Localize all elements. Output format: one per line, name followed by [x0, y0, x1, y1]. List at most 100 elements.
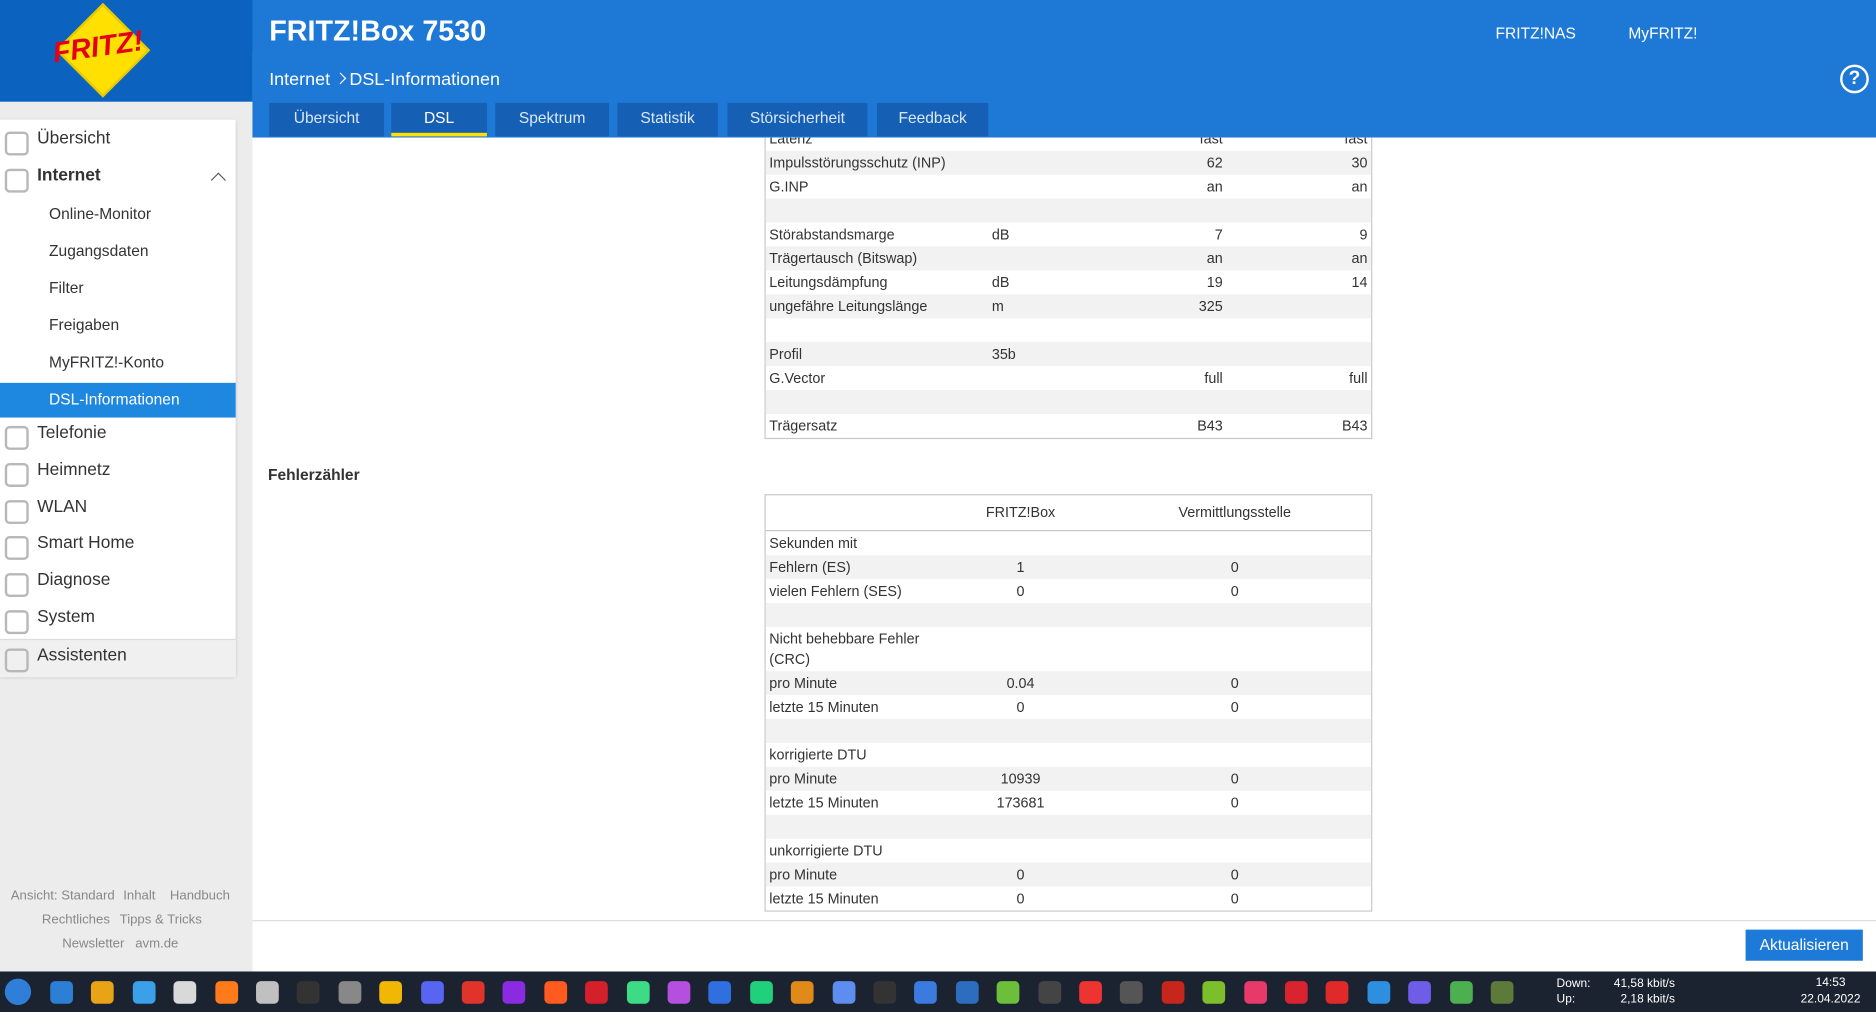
tab[interactable]: Übersicht: [269, 102, 385, 137]
cell-down: B43: [1197, 417, 1223, 435]
menu-item[interactable]: Heimnetz: [37, 460, 111, 480]
footer-link[interactable]: Tipps & Tricks: [119, 912, 202, 928]
taskbar-icon[interactable]: [1449, 981, 1473, 1004]
taskbar-icon[interactable]: [996, 981, 1020, 1004]
menu-item[interactable]: Diagnose: [37, 570, 111, 591]
tab[interactable]: DSL: [391, 102, 487, 137]
group-heading: korrigierte DTU: [769, 746, 867, 764]
menu-item[interactable]: Übersicht: [37, 129, 111, 149]
net-label: Up:: [1556, 993, 1576, 1007]
taskbar-icon[interactable]: [1079, 981, 1102, 1004]
taskbar-icon[interactable]: [544, 981, 567, 1004]
taskbar-icon[interactable]: [461, 981, 485, 1004]
footer-link[interactable]: Handbuch: [169, 888, 230, 904]
cell-label: ungefähre Leitungslänge: [769, 297, 928, 315]
submenu-item[interactable]: DSL-Informationen: [49, 390, 180, 408]
taskbar-icon[interactable]: [1326, 981, 1349, 1004]
taskbar-icon[interactable]: [1120, 981, 1144, 1004]
spacer-row: [765, 719, 1372, 743]
menu-item[interactable]: WLAN: [37, 497, 88, 517]
taskbar-icon[interactable]: [420, 981, 444, 1004]
tab[interactable]: Spektrum: [495, 102, 609, 137]
menu-icon: [4, 648, 29, 673]
taskbar-icon[interactable]: [1202, 981, 1226, 1004]
table-row: vielen Fehlern (SES) 0 0: [766, 579, 1371, 603]
taskbar-icon[interactable]: [1408, 981, 1432, 1004]
menu-item[interactable]: Internet: [37, 166, 101, 186]
table-row: Latenz fast fast: [766, 138, 1371, 151]
submenu-item[interactable]: Filter: [49, 278, 84, 297]
taskbar-icon[interactable]: [1490, 981, 1514, 1004]
footer-link[interactable]: Rechtliches: [41, 912, 110, 928]
header-link[interactable]: FRITZ!NAS: [1495, 23, 1576, 42]
taskbar-icon[interactable]: [626, 981, 650, 1004]
menu-item[interactable]: System: [37, 607, 95, 627]
footer-link[interactable]: Newsletter: [62, 936, 125, 952]
menu-item[interactable]: Assistenten: [37, 646, 127, 666]
taskbar-icon[interactable]: [1161, 981, 1185, 1004]
taskbar-icon[interactable]: [256, 981, 279, 1004]
taskbar-icon[interactable]: [50, 981, 73, 1004]
cell-vst: 0: [1230, 698, 1239, 716]
taskbar-icon[interactable]: [1243, 981, 1267, 1004]
table: FRITZ!Box Vermittlungsstelle Sekunden mit F…: [764, 494, 1373, 912]
cell-fritzbox: 10939: [1000, 770, 1041, 788]
cell-label: Leitungsdämpfung: [769, 273, 888, 291]
tab[interactable]: Feedback: [876, 102, 989, 137]
taskbar-icon[interactable]: [338, 981, 362, 1004]
cell-vst: 0: [1230, 770, 1239, 788]
taskbar-icon[interactable]: [297, 981, 320, 1004]
taskbar-icon[interactable]: [914, 981, 938, 1004]
tab[interactable]: Störsicherheit: [727, 102, 868, 137]
footer-link[interactable]: Ansicht: Standard: [10, 888, 115, 904]
taskbar-icon[interactable]: [791, 981, 814, 1004]
breadcrumb[interactable]: Internet: [269, 69, 331, 90]
taskbar-icon[interactable]: [132, 981, 156, 1004]
table-row: letzte 15 Minuten 173681 0: [766, 791, 1371, 815]
taskbar-icon[interactable]: [1367, 981, 1391, 1004]
cell-label: Impulsstörungsschutz (INP): [769, 154, 946, 172]
submenu-item[interactable]: Online-Monitor: [49, 204, 152, 223]
tab[interactable]: Statistik: [617, 102, 718, 137]
cell-label: pro Minute: [769, 674, 838, 692]
taskbar-icon[interactable]: [173, 981, 197, 1004]
taskbar-icon[interactable]: [667, 981, 691, 1004]
cell-unit: dB: [991, 273, 1010, 291]
cell-unit: 35b: [991, 345, 1016, 363]
taskbar-icon[interactable]: [1038, 981, 1061, 1004]
taskbar-icon[interactable]: [873, 981, 897, 1004]
bottom-bar: [252, 920, 1876, 973]
header-link[interactable]: MyFRITZ!: [1628, 23, 1698, 42]
taskbar-icon[interactable]: [214, 981, 238, 1004]
taskbar-icon[interactable]: [91, 981, 115, 1004]
spacer-row: [765, 603, 1372, 627]
submenu-item[interactable]: MyFRITZ!-Konto: [49, 352, 165, 371]
taskbar-icon[interactable]: [749, 981, 773, 1004]
footer-link[interactable]: avm.de: [135, 936, 179, 952]
table: Latenz fast fast Impulsstörungsschutz (INP)…: [764, 137, 1373, 440]
start-button[interactable]: [4, 978, 32, 1006]
help-button[interactable]: ?: [1840, 64, 1869, 94]
menu-item[interactable]: Telefonie: [37, 423, 107, 443]
submenu-item[interactable]: Freigaben: [49, 315, 120, 334]
taskbar-icon[interactable]: [502, 981, 526, 1004]
refresh-button[interactable]: Aktualisieren: [1745, 929, 1863, 961]
column-header: Vermittlungsstelle: [1178, 503, 1291, 521]
taskbar-icon[interactable]: [585, 981, 609, 1004]
taskbar-icon[interactable]: [955, 981, 979, 1004]
cell-up: fast: [1344, 137, 1368, 148]
taskbar-icon[interactable]: [1284, 981, 1308, 1004]
footer-link[interactable]: Inhalt: [123, 888, 156, 904]
cell-label: Trägersatz: [769, 417, 838, 435]
table-row: G.Vector full full: [766, 366, 1371, 390]
cell-down: 7: [1214, 226, 1223, 243]
cell-label: Störabstandsmarge: [769, 226, 895, 243]
taskbar-icon[interactable]: [708, 981, 732, 1004]
cell-unit: m: [991, 297, 1004, 315]
cell-label: letzte 15 Minuten: [769, 698, 879, 716]
taskbar-icon[interactable]: [379, 981, 403, 1004]
table-row: letzte 15 Minuten 0 0: [766, 695, 1371, 719]
submenu-item[interactable]: Zugangsdaten: [49, 241, 149, 260]
taskbar-icon[interactable]: [832, 981, 855, 1004]
menu-item[interactable]: Smart Home: [37, 534, 135, 554]
